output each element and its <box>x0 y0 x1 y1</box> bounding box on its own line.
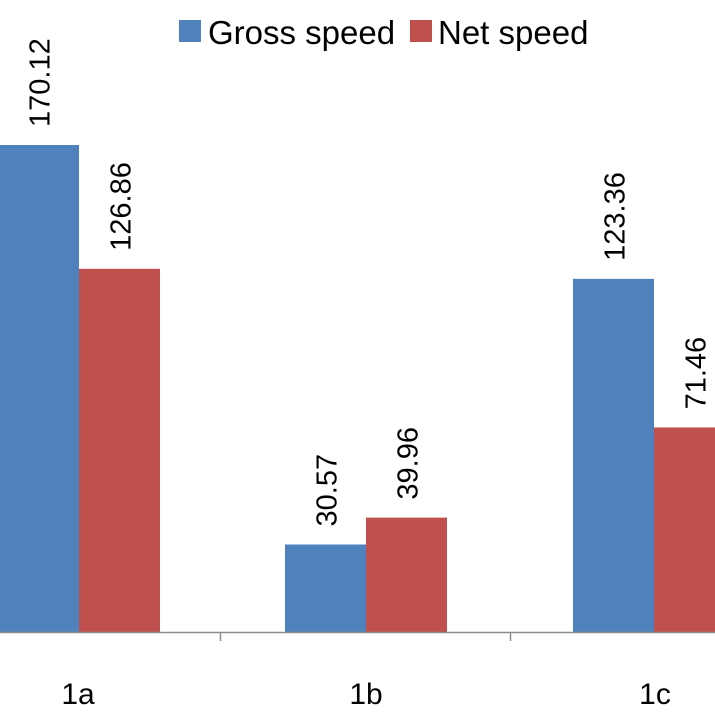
data-label-gross-speed-1a: 170.12 <box>25 38 57 127</box>
x-tick-label-1b: 1b <box>349 678 382 711</box>
data-label-gross-speed-1c: 123.36 <box>600 172 632 261</box>
x-tick-label-1a: 1a <box>61 678 95 711</box>
bar-gross-speed-1c <box>573 278 654 632</box>
data-label-net-speed-1c: 71.46 <box>681 337 713 410</box>
legend-swatch-gross-speed <box>179 20 201 42</box>
x-tick-label-1c: 1c <box>639 678 671 711</box>
legend: Gross speed Net speed <box>179 14 588 51</box>
legend-swatch-net-speed <box>410 20 432 42</box>
bar-net-speed-1b <box>366 517 447 632</box>
bar-net-speed-1a <box>79 268 160 632</box>
bar-net-speed-1c <box>654 427 715 632</box>
data-label-net-speed-1a: 126.86 <box>106 162 138 251</box>
legend-label-net-speed: Net speed <box>438 14 588 51</box>
plot-area: 170.12 30.57 123.36 126.86 39.96 71.46 1a 1b 1c <box>0 38 715 711</box>
data-label-net-speed-1b: 39.96 <box>393 427 425 500</box>
data-label-gross-speed-1b: 30.57 <box>312 454 344 527</box>
bar-gross-speed-1b <box>285 544 366 632</box>
bar-gross-speed-1a <box>0 145 79 632</box>
legend-label-gross-speed: Gross speed <box>208 14 395 51</box>
